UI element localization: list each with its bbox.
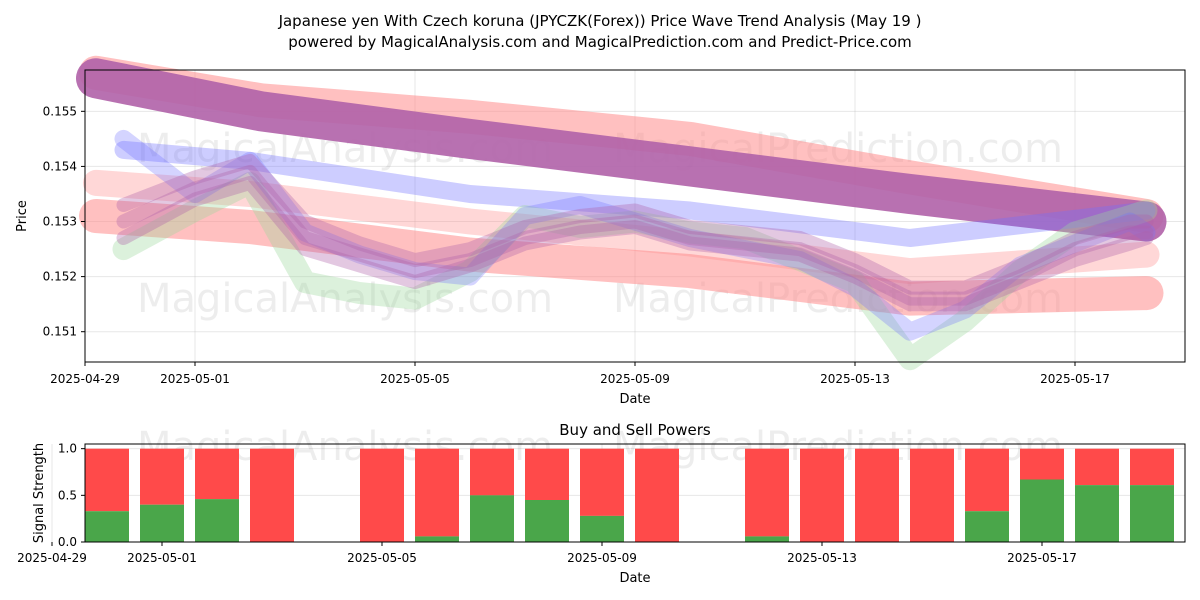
series-lower-band: [79, 199, 1164, 316]
buy-bar: [195, 499, 239, 542]
buy-bar: [745, 536, 789, 542]
buy-bar: [85, 511, 129, 542]
price-x-ticks: 2025-04-29 2025-05-01 2025-05-05 2025-05-09…: [50, 362, 1110, 386]
price-y-tick-label: 0.155: [43, 104, 77, 118]
series-upper-band-purple: [76, 58, 1167, 242]
powers-y-tick-label: 0.0: [58, 535, 77, 549]
sell-bar: [415, 448, 459, 537]
powers-x-tick-label: 2025-05-13: [787, 551, 857, 565]
powers-x-tick-label: 2025-05-09: [567, 551, 637, 565]
powers-x-ticks: 2025-04-29 2025-05-01 2025-05-05 2025-05-09…: [17, 542, 1077, 565]
sell-bar: [360, 448, 404, 542]
powers-x-tick-label: 2025-05-05: [347, 551, 417, 565]
price-x-tick-label: 2025-05-13: [820, 372, 890, 386]
price-x-tick-label: 2025-05-05: [380, 372, 450, 386]
powers-y-axis-label: Signal Strength: [32, 443, 47, 543]
buy-bar: [1020, 479, 1064, 542]
powers-bars: [85, 448, 1174, 542]
sell-bar: [580, 448, 624, 516]
series-wave-blue: [114, 129, 1156, 341]
powers-chart-title: Buy and Sell Powers: [559, 421, 711, 439]
sell-bar: [525, 448, 569, 500]
buy-bar: [140, 504, 184, 542]
buy-bar: [965, 511, 1009, 542]
price-chart: MagicalAnalysis.com MagicalPrediction.co…: [15, 55, 1186, 407]
price-y-ticks: 0.151 0.152 0.153 0.154 0.155: [43, 104, 85, 339]
sell-bar: [745, 448, 789, 537]
price-y-tick-label: 0.154: [43, 159, 77, 173]
sell-bar: [1130, 448, 1174, 486]
sell-bar: [910, 448, 954, 542]
buy-bar: [1075, 485, 1119, 542]
price-y-tick-label: 0.153: [43, 215, 77, 229]
price-x-tick-label: 2025-05-17: [1040, 372, 1110, 386]
powers-chart: Buy and Sell Powers MagicalAnalysis.com …: [17, 421, 1186, 586]
series-wave-purple-2: [116, 175, 1154, 312]
buy-bar: [580, 515, 624, 542]
powers-x-tick-label: 2025-04-29: [17, 551, 87, 565]
sell-bar: [965, 448, 1009, 512]
powers-plot-frame: [84, 443, 1186, 543]
sell-bar: [855, 448, 899, 542]
sell-bar: [635, 448, 679, 542]
series-mid-band: [83, 169, 1160, 285]
watermark-analysis-bottom: MagicalAnalysis.com: [137, 276, 553, 322]
sell-bar: [1020, 448, 1064, 480]
powers-y-tick-label: 0.5: [58, 488, 77, 502]
powers-x-axis-label: Date: [619, 571, 650, 586]
sell-bar: [140, 448, 184, 505]
chart-title-line2: powered by MagicalAnalysis.com and Magic…: [288, 33, 912, 51]
sell-bar: [250, 448, 294, 542]
price-y-tick-label: 0.151: [43, 325, 77, 339]
sell-bar: [1075, 448, 1119, 486]
series-wave-purple-1: [116, 164, 1154, 306]
price-x-tick-label: 2025-05-01: [160, 372, 230, 386]
sell-bar: [195, 448, 239, 500]
series-upper-trend-blue: [114, 140, 1156, 247]
powers-y-ticks: 0.0 0.5 1.0: [58, 442, 85, 549]
powers-x-tick-label: 2025-05-17: [1007, 551, 1077, 565]
buy-bar: [470, 495, 514, 542]
price-series: [76, 55, 1167, 371]
buy-bar: [1130, 485, 1174, 542]
price-x-tick-label: 2025-04-29: [50, 372, 120, 386]
powers-x-tick-label: 2025-05-01: [127, 551, 197, 565]
sell-bar: [470, 448, 514, 496]
series-wave-green: [112, 171, 1158, 371]
price-x-axis-label: Date: [619, 392, 650, 407]
buy-bar: [415, 536, 459, 542]
sell-bar: [85, 448, 129, 512]
price-y-tick-label: 0.152: [43, 270, 77, 284]
series-wave-purple-3: [116, 153, 1154, 295]
price-y-axis-label: Price: [15, 200, 30, 232]
chart-title-line1: Japanese yen With Czech koruna (JPYCZK(F…: [278, 12, 922, 30]
buy-bar: [525, 500, 569, 542]
sell-bar: [800, 448, 844, 542]
price-x-tick-label: 2025-05-09: [600, 372, 670, 386]
powers-y-tick-label: 1.0: [58, 442, 77, 456]
